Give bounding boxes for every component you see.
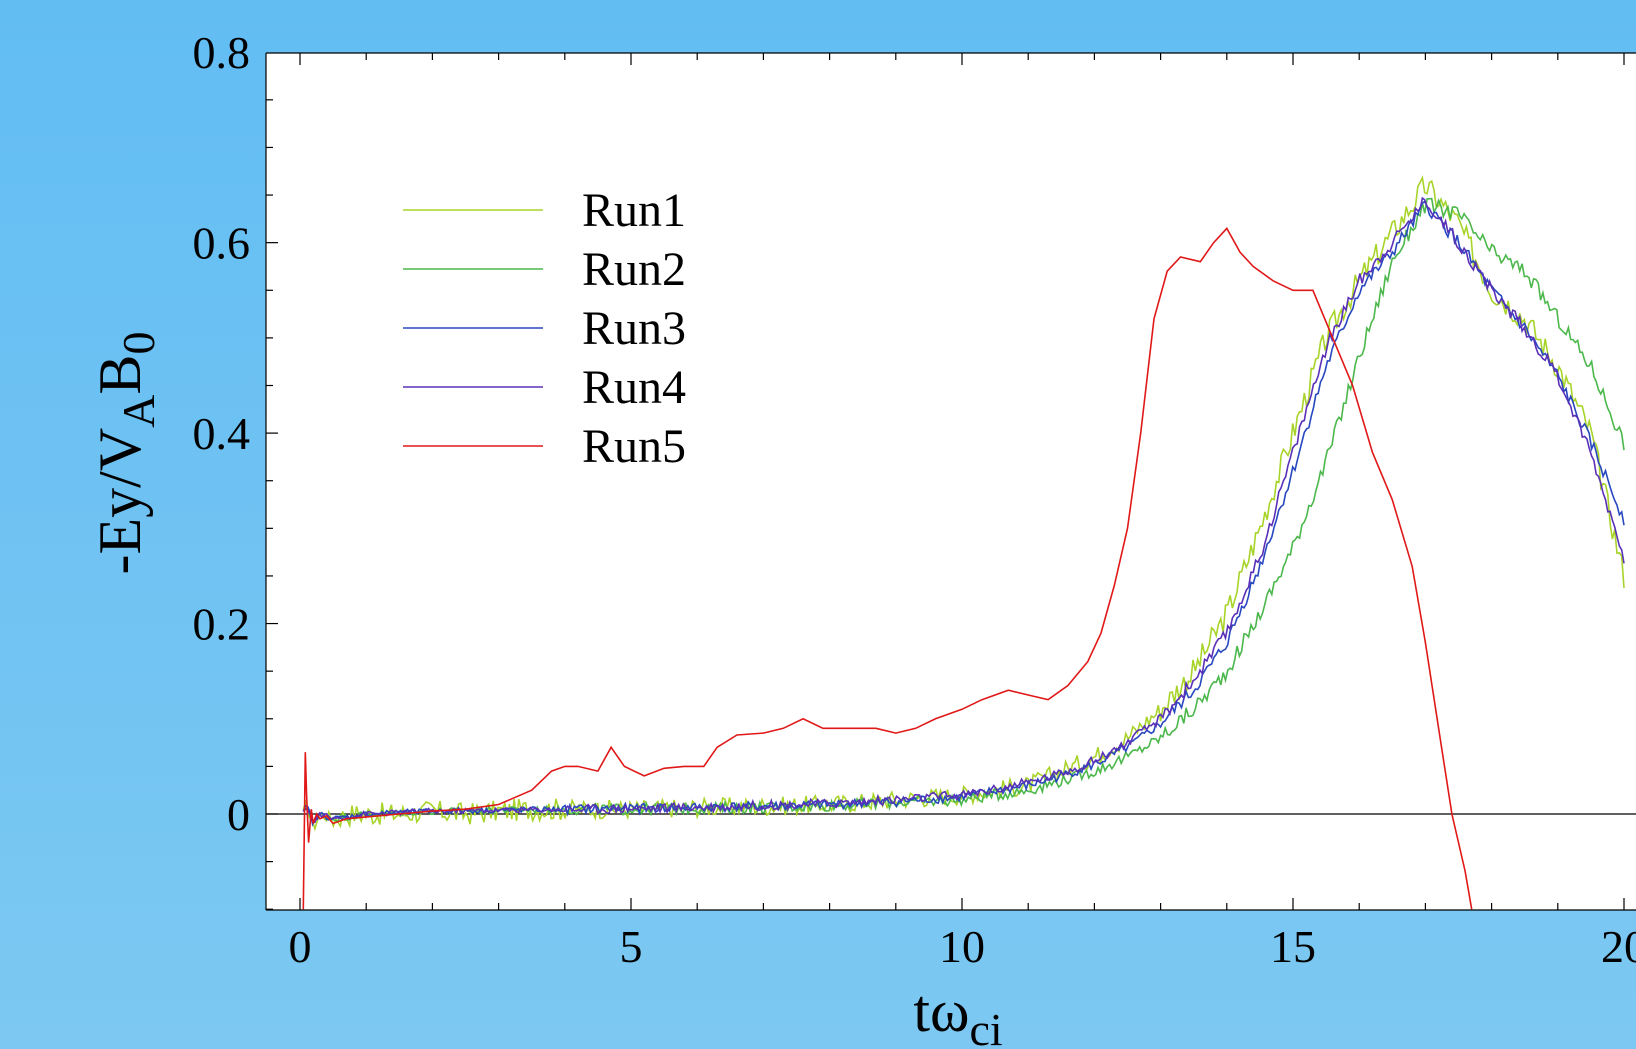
- series-line-run1: [302, 175, 1625, 832]
- plot-background: [266, 53, 1636, 910]
- legend-label: Run1: [582, 184, 686, 237]
- y-tick-label: 0: [227, 789, 250, 840]
- series-line-run4: [302, 196, 1625, 824]
- y-tick-label: 0.8: [193, 27, 251, 78]
- x-axis-label: tωci: [913, 978, 1002, 1049]
- y-tick-label: 0.6: [193, 218, 251, 269]
- legend-label: Run4: [582, 361, 686, 414]
- plot-frame: [265, 52, 1636, 911]
- y-axis-label: -Ey/VAB0: [87, 332, 164, 575]
- y-axis-ticks: 0 0.2 0.4 0.6 0.8: [193, 27, 278, 910]
- x-tick-label: 15: [1270, 921, 1316, 972]
- series-layer: [302, 175, 1625, 910]
- x-tick-label: 5: [620, 921, 643, 972]
- y-tick-label: 0.4: [193, 408, 251, 459]
- x-tick-label: 10: [939, 921, 985, 972]
- series-line-run5: [302, 227, 1473, 910]
- series-line-run3: [302, 200, 1625, 827]
- legend-label: Run5: [582, 420, 686, 473]
- y-tick-label: 0.2: [193, 599, 251, 650]
- legend-label: Run3: [582, 302, 686, 355]
- legend: Run1 Run2 Run3 Run4 Run5: [403, 184, 686, 473]
- x-tick-label: 0: [289, 921, 312, 972]
- x-axis-ticks: 0 5 10 15 20: [289, 53, 1636, 972]
- x-tick-label: 20: [1601, 921, 1636, 972]
- legend-label: Run2: [582, 243, 686, 296]
